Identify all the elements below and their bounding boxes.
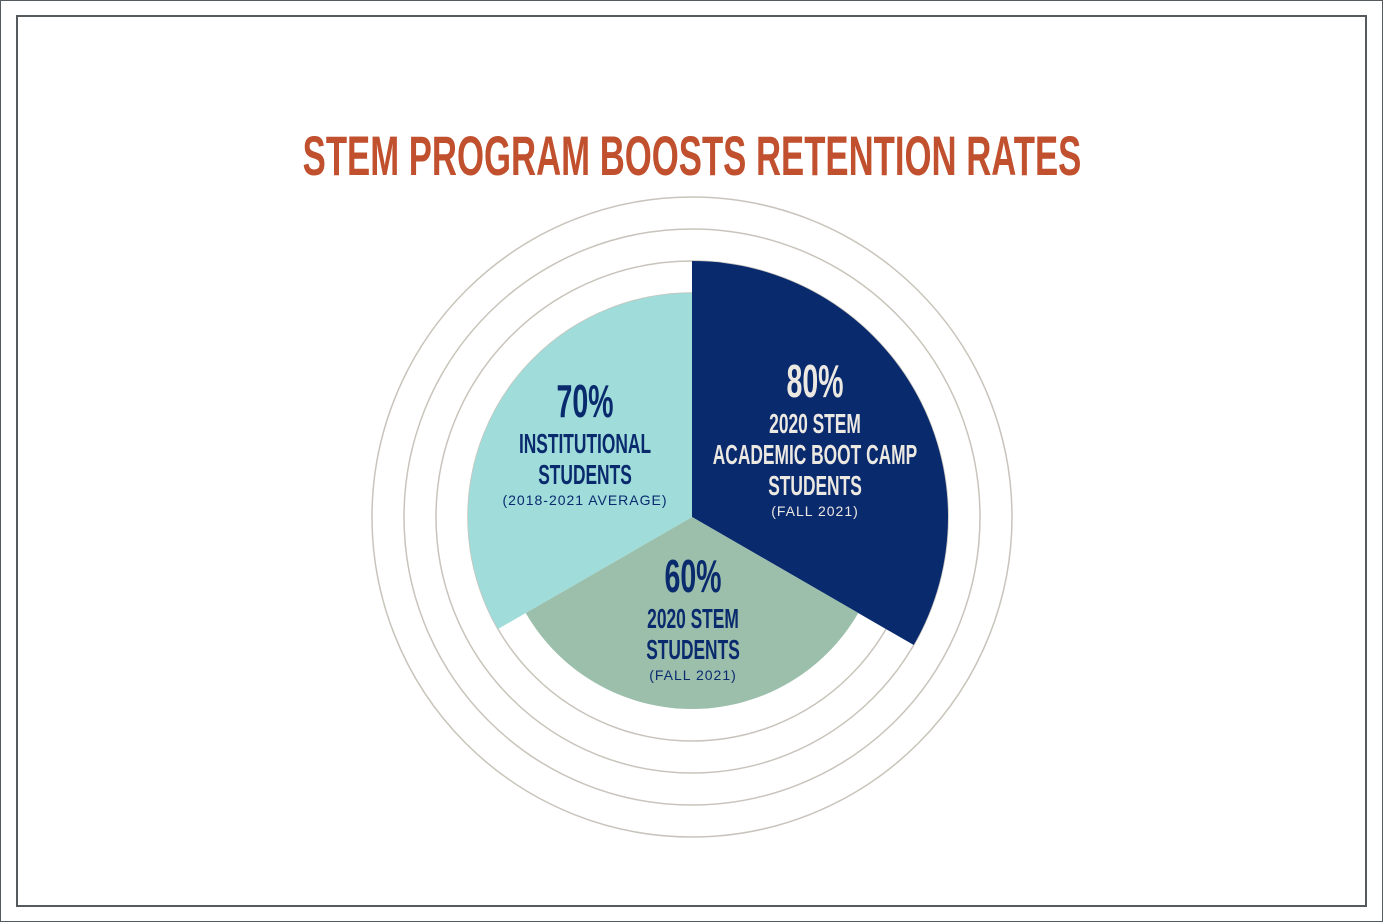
slice-category-label: STUDENTS — [768, 470, 862, 501]
ring-100 — [371, 196, 1013, 838]
slice-80pct — [692, 261, 948, 645]
slice-note: (2018-2021 AVERAGE) — [502, 492, 668, 508]
slice-category-label: ACADEMIC BOOT CAMP — [712, 439, 918, 470]
slice-category-label: INSTITUTIONAL — [518, 428, 652, 459]
inner-frame — [16, 15, 1367, 907]
slice-value-label: 60% — [664, 550, 722, 602]
chart-title: STEM PROGRAM BOOSTS RETENTION RATES — [302, 124, 1082, 187]
ring-90 — [403, 228, 981, 806]
slice-value-label: 70% — [556, 375, 614, 427]
slice-60pct — [525, 517, 859, 709]
slice-note: (FALL 2021) — [649, 667, 737, 683]
slice-category-label: STUDENTS — [646, 634, 740, 665]
slice-70pct — [468, 293, 692, 629]
slice-category-label: 2020 STEM — [769, 408, 861, 439]
slice-note: (FALL 2021) — [771, 503, 859, 519]
slice-category-label: 2020 STEM — [647, 603, 739, 634]
slice-category-label: STUDENTS — [538, 459, 632, 490]
slice-value-label: 80% — [786, 355, 844, 407]
